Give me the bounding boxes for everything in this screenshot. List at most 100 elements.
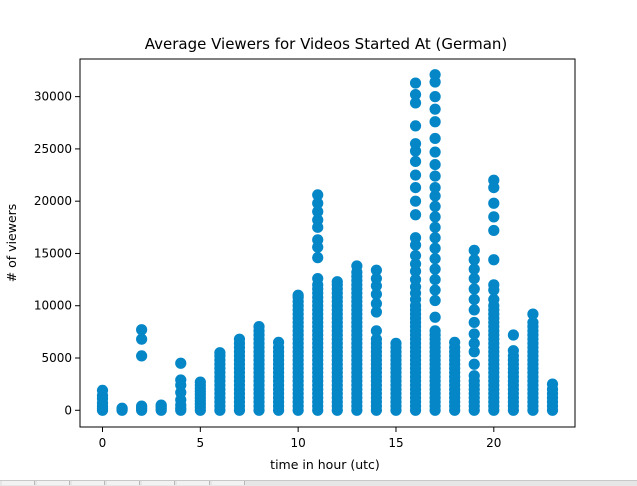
taskbar-slot[interactable] xyxy=(177,481,210,485)
data-point-h3-3 xyxy=(155,399,167,411)
data-point-h5-9 xyxy=(194,376,206,388)
data-point-h11-32 xyxy=(312,252,324,264)
data-point-h19-18 xyxy=(468,263,480,275)
data-point-h20-28 xyxy=(488,279,500,291)
x-tick-label: 20 xyxy=(486,436,501,450)
data-point-h17-41 xyxy=(429,69,441,81)
plot-area-frame xyxy=(79,58,576,428)
data-point-h19-8 xyxy=(468,370,480,382)
data-point-h12-31 xyxy=(331,276,343,288)
x-tick-label: 10 xyxy=(291,436,306,450)
x-axis: 0 5 10 15 20 xyxy=(99,427,501,450)
data-point-h19-17 xyxy=(468,272,480,285)
y-tick-label: 30000 xyxy=(34,90,72,104)
taskbar-slot[interactable] xyxy=(72,481,105,485)
taskbar-strip xyxy=(0,480,637,486)
data-point-h19-9 xyxy=(468,358,480,370)
y-tick-label: 15000 xyxy=(34,246,72,260)
data-point-h9-16 xyxy=(272,336,285,348)
data-point-h16-41 xyxy=(409,138,422,150)
data-point-h16-42 xyxy=(409,120,422,132)
data-point-h17-27 xyxy=(429,232,441,244)
data-point-h16-35 xyxy=(409,209,422,221)
x-tick-label: 0 xyxy=(99,436,107,450)
taskbar-slot[interactable] xyxy=(37,481,70,485)
data-point-h16-37 xyxy=(409,181,422,194)
data-point-h2-3 xyxy=(136,350,148,362)
y-tick-label: 25000 xyxy=(34,142,72,156)
data-point-h20-30 xyxy=(488,224,500,237)
data-point-h11-37 xyxy=(312,206,324,218)
data-point-h19-15 xyxy=(468,293,480,306)
data-point-h13-34 xyxy=(351,260,363,272)
data-point-h16-36 xyxy=(409,195,422,207)
data-point-h20-26 xyxy=(488,293,500,306)
taskbar-slot[interactable] xyxy=(107,481,140,485)
data-point-h2-4 xyxy=(136,333,148,345)
chart-title: Average Viewers for Videos Started At (G… xyxy=(145,35,508,53)
data-point-h11-31 xyxy=(312,272,324,285)
data-point-h22-21 xyxy=(527,316,539,329)
data-point-h11-34 xyxy=(312,234,324,246)
data-point-h20-32 xyxy=(488,197,500,209)
data-point-h16-32 xyxy=(409,249,422,262)
data-point-h11-38 xyxy=(312,197,324,209)
y-axis: 0 5000 10000 15000 20000 25000 30000 xyxy=(34,90,80,417)
data-point-h4-7 xyxy=(175,357,187,369)
data-point-h2-2 xyxy=(136,400,148,412)
data-point-h11-39 xyxy=(312,189,324,201)
data-point-h14-19 xyxy=(370,306,383,318)
data-point-h0-6 xyxy=(96,384,109,397)
data-point-h17-34 xyxy=(429,158,441,171)
data-point-h14-18 xyxy=(370,325,383,337)
data-point-h17-31 xyxy=(429,190,441,202)
data-point-h19-16 xyxy=(468,283,480,295)
data-point-h16-34 xyxy=(409,232,422,244)
data-point-h20-34 xyxy=(488,174,500,186)
data-point-h10-28 xyxy=(292,289,304,301)
data-point-h17-19 xyxy=(429,325,441,337)
data-points xyxy=(96,69,559,416)
y-tick-label: 20000 xyxy=(34,194,72,208)
y-tick-label: 5000 xyxy=(41,351,72,365)
data-point-h20-29 xyxy=(488,254,500,266)
x-axis-label: time in hour (utc) xyxy=(270,457,380,472)
data-point-h17-23 xyxy=(429,273,441,286)
data-point-h19-13 xyxy=(468,316,480,329)
taskbar-slot[interactable] xyxy=(212,481,245,485)
data-point-h23-6 xyxy=(546,378,559,390)
data-point-h17-39 xyxy=(429,91,441,103)
x-tick-label: 5 xyxy=(197,436,205,450)
data-point-h14-20 xyxy=(370,298,383,310)
data-point-h17-36 xyxy=(429,132,441,145)
y-axis-label: # of viewers xyxy=(4,204,19,283)
data-point-h16-31 xyxy=(409,258,422,270)
data-point-h6-14 xyxy=(214,347,226,359)
data-point-h18-16 xyxy=(449,336,461,348)
data-point-h19-11 xyxy=(468,337,480,349)
taskbar-slot[interactable] xyxy=(2,481,35,485)
data-point-h17-30 xyxy=(429,200,441,213)
data-point-h16-44 xyxy=(409,88,422,101)
data-point-h19-19 xyxy=(468,254,480,266)
data-point-h17-38 xyxy=(429,103,441,115)
data-point-h2-5 xyxy=(136,324,148,336)
data-point-h16-45 xyxy=(409,77,422,89)
data-point-h4-6 xyxy=(175,374,187,386)
data-point-h17-32 xyxy=(429,181,441,194)
y-tick-label: 0 xyxy=(64,403,72,417)
data-point-h17-20 xyxy=(429,311,441,323)
data-point-h21-15 xyxy=(507,329,519,341)
data-point-h1-2 xyxy=(116,402,128,414)
data-point-h20-31 xyxy=(488,211,500,223)
data-point-h17-33 xyxy=(429,170,441,182)
data-point-h17-37 xyxy=(429,116,441,128)
data-point-h17-29 xyxy=(429,211,441,223)
data-point-h14-21 xyxy=(370,288,383,300)
data-point-h8-20 xyxy=(253,321,265,333)
taskbar-slot[interactable] xyxy=(142,481,175,485)
data-point-h14-24 xyxy=(370,264,383,276)
data-point-h17-35 xyxy=(429,146,441,158)
